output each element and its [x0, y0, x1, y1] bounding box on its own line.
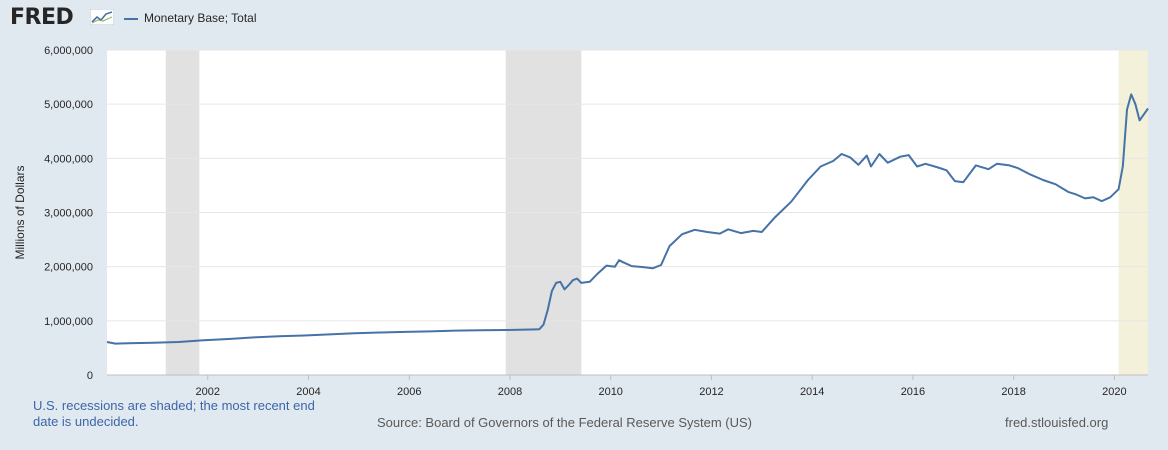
legend-series-label[interactable]: Monetary Base; Total — [144, 11, 257, 25]
chart-header: FRED Monetary Base; Total — [0, 0, 1168, 40]
x-tick-label: 2016 — [901, 386, 925, 398]
x-tick-label: 2002 — [195, 386, 219, 398]
y-tick-label: 5,000,000 — [44, 99, 93, 111]
x-tick-label: 2018 — [1001, 386, 1025, 398]
x-tick-label: 2008 — [498, 386, 522, 398]
x-tick-label: 2006 — [397, 386, 421, 398]
source-text: Source: Board of Governors of the Federa… — [377, 415, 752, 430]
site-link[interactable]: fred.stlouisfed.org — [1005, 415, 1109, 430]
x-axis-ticks: 2002 2004 2006 2008 2010 2012 2014 2016 2018 2020 — [195, 375, 1127, 398]
grid-lines — [107, 49, 1148, 376]
y-tick-label: 1,000,000 — [44, 316, 93, 328]
y-tick-label: 3,000,000 — [44, 208, 93, 220]
y-tick-label: 0 — [87, 370, 93, 382]
legend-swatch — [124, 18, 138, 20]
fred-logo[interactable]: FRED — [10, 5, 74, 30]
y-axis-ticks: 0 1,000,000 2,000,000 3,000,000 4,000,000 5,0… — [44, 45, 93, 382]
recession-note: U.S. recessions are shaded; the most rec… — [33, 398, 315, 429]
y-axis-title: Millions of Dollars — [13, 165, 27, 259]
x-tick-label: 2014 — [800, 386, 824, 398]
y-tick-label: 2,000,000 — [44, 262, 93, 274]
x-tick-label: 2004 — [296, 386, 320, 398]
trend-chart-icon — [90, 9, 114, 25]
x-tick-label: 2012 — [699, 386, 723, 398]
series-line-monetary-base[interactable] — [106, 93, 1149, 345]
x-tick-label: 2020 — [1102, 386, 1126, 398]
y-tick-label: 6,000,000 — [44, 45, 93, 57]
y-tick-label: 4,000,000 — [44, 153, 93, 165]
x-tick-label: 2010 — [598, 386, 622, 398]
